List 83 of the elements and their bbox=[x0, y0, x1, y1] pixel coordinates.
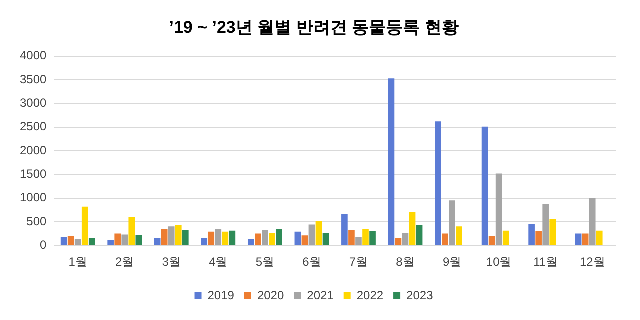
bar bbox=[128, 217, 136, 246]
bar bbox=[182, 230, 189, 246]
bar bbox=[316, 221, 322, 246]
bar bbox=[356, 238, 362, 246]
x-tick-label: 10월 bbox=[486, 255, 512, 270]
bar bbox=[589, 198, 596, 246]
x-tick-label: 3월 bbox=[162, 255, 181, 270]
legend-label: 2023 bbox=[406, 288, 434, 302]
bar bbox=[161, 230, 168, 246]
bar bbox=[175, 225, 182, 246]
y-tick-label: 500 bbox=[26, 214, 48, 228]
bar bbox=[294, 232, 302, 246]
bar bbox=[596, 230, 603, 246]
bar bbox=[255, 234, 262, 246]
bar bbox=[269, 233, 276, 246]
bar bbox=[276, 230, 282, 246]
bar bbox=[208, 232, 215, 246]
bar bbox=[222, 232, 229, 246]
bar bbox=[348, 230, 355, 246]
bar bbox=[388, 78, 395, 246]
y-tick-label: 3500 bbox=[20, 72, 48, 86]
x-tick-label: 6월 bbox=[302, 255, 322, 270]
y-tick-label: 2000 bbox=[20, 143, 48, 158]
bar bbox=[114, 234, 121, 246]
x-tick-label: 7월 bbox=[349, 255, 368, 270]
bar bbox=[154, 238, 161, 246]
bar bbox=[435, 122, 442, 246]
bar bbox=[308, 224, 316, 246]
bar bbox=[528, 224, 535, 246]
bar bbox=[542, 204, 549, 246]
bar bbox=[302, 236, 308, 246]
y-tick-label: 4000 bbox=[20, 48, 48, 63]
y-tick-label: 1500 bbox=[20, 166, 48, 181]
bar bbox=[575, 234, 582, 246]
y-tick-label: 2500 bbox=[20, 120, 48, 134]
y-tick-label: 1000 bbox=[20, 190, 48, 205]
bar bbox=[342, 214, 348, 246]
bar bbox=[108, 240, 114, 246]
x-tick-label: 12월 bbox=[580, 255, 606, 270]
x-tick-label: 1월 bbox=[68, 255, 88, 270]
bar bbox=[248, 239, 254, 246]
bar bbox=[456, 226, 462, 246]
bar bbox=[68, 236, 74, 246]
x-tick-label: 2월 bbox=[116, 255, 134, 270]
bar bbox=[370, 231, 376, 246]
bar bbox=[201, 238, 208, 246]
bar bbox=[215, 230, 222, 246]
bar bbox=[362, 230, 369, 246]
y-tick-label: 3000 bbox=[20, 96, 48, 110]
legend-label: 2019 bbox=[208, 288, 235, 302]
bar bbox=[409, 212, 416, 246]
bar bbox=[416, 225, 423, 246]
bar bbox=[550, 219, 556, 246]
bar bbox=[136, 235, 142, 246]
bar bbox=[402, 233, 409, 246]
bar bbox=[262, 230, 268, 246]
legend-label: 2022 bbox=[356, 288, 384, 302]
bar bbox=[496, 174, 502, 246]
x-tick-label: 8월 bbox=[396, 255, 415, 270]
legend-label: 2020 bbox=[257, 288, 284, 302]
x-tick-label: 4월 bbox=[209, 255, 228, 270]
bar bbox=[442, 234, 448, 246]
bar bbox=[82, 206, 88, 246]
bar bbox=[88, 238, 96, 246]
bar bbox=[168, 226, 175, 246]
chart-title: ’19 ~ ’23년 월별 반려견 동물등록 현황 bbox=[169, 18, 459, 37]
bar bbox=[536, 231, 542, 246]
x-tick-label: 9월 bbox=[442, 255, 462, 270]
bar bbox=[488, 236, 496, 246]
x-tick-label: 5월 bbox=[256, 255, 275, 270]
bar bbox=[322, 233, 330, 246]
bar bbox=[502, 230, 510, 246]
legend-label: 2021 bbox=[307, 288, 334, 302]
bar bbox=[482, 126, 488, 246]
bar bbox=[395, 238, 402, 246]
bar bbox=[122, 234, 128, 246]
bar bbox=[60, 238, 68, 246]
bar bbox=[582, 234, 589, 246]
bar bbox=[449, 200, 456, 246]
y-tick-label: 0 bbox=[40, 238, 48, 252]
x-tick-label: 11월 bbox=[534, 255, 558, 270]
bar bbox=[74, 239, 82, 246]
bar bbox=[229, 230, 236, 246]
